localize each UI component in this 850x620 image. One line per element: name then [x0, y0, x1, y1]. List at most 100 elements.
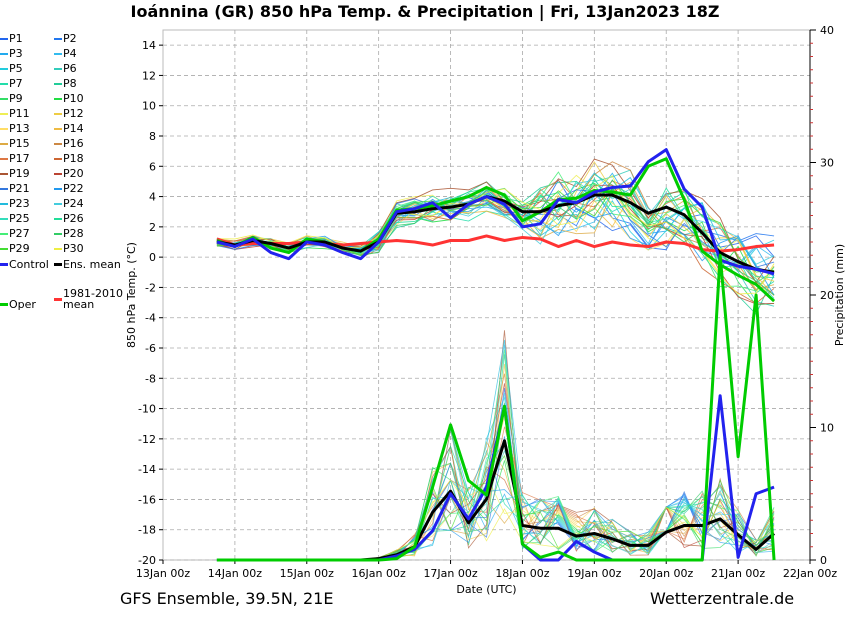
legend-swatch — [0, 142, 8, 145]
legend-item: P11 — [0, 108, 30, 119]
legend-swatch — [0, 67, 8, 70]
x-tick-label: 18Jan 00z — [495, 567, 549, 580]
legend-swatch — [54, 157, 62, 160]
legend-label: P11 — [9, 107, 30, 120]
y-tick-label: 14 — [142, 39, 156, 52]
precip-line-oper — [216, 253, 776, 562]
legend-swatch — [54, 202, 62, 205]
legend-label: P14 — [63, 122, 84, 135]
legend-swatch — [54, 37, 62, 40]
legend-label: P10 — [63, 92, 84, 105]
legend-swatch — [0, 37, 8, 40]
legend-label: P18 — [63, 152, 84, 165]
legend-swatch — [0, 127, 8, 130]
legend-label: P7 — [9, 77, 23, 90]
legend-item: P1 — [0, 33, 23, 44]
y-right-tick-label: 20 — [820, 289, 834, 302]
legend-item: P24 — [54, 198, 84, 209]
legend-item: P22 — [54, 183, 84, 194]
legend-label: P1 — [9, 32, 23, 45]
legend-item: P8 — [54, 78, 77, 89]
legend-item: P7 — [0, 78, 23, 89]
y-tick-label: -2 — [145, 281, 156, 294]
legend-label: Oper — [9, 298, 36, 311]
legend-swatch — [0, 303, 8, 306]
legend-label: P13 — [9, 122, 30, 135]
temp-line-oper — [216, 157, 776, 303]
legend-item: P26 — [54, 213, 84, 224]
legend-label: P8 — [63, 77, 77, 90]
legend-item: 1981-2010 mean — [54, 288, 133, 310]
legend-label: P5 — [9, 62, 23, 75]
y-right-axis-label: Precipitation (mm) — [833, 244, 846, 346]
x-tick-label: 21Jan 00z — [711, 567, 765, 580]
y-tick-label: -10 — [138, 403, 156, 416]
legend-label: P26 — [63, 212, 84, 225]
y-right-tick-label: 0 — [820, 554, 827, 567]
y-tick-label: 0 — [149, 251, 156, 264]
y-tick-label: 4 — [149, 191, 156, 204]
y-tick-label: -12 — [138, 433, 156, 446]
legend-item: P10 — [54, 93, 84, 104]
legend-label: P28 — [63, 227, 84, 240]
legend-swatch — [54, 263, 62, 266]
legend-item: P21 — [0, 183, 30, 194]
legend-label: P24 — [63, 197, 84, 210]
y-tick-label: -16 — [138, 493, 156, 506]
legend-item: P6 — [54, 63, 77, 74]
y-axis-label: 850 hPa Temp. (°C) — [125, 242, 138, 348]
legend-item: Control — [0, 259, 49, 270]
legend-item: P16 — [54, 138, 84, 149]
legend-swatch — [0, 247, 8, 250]
y-tick-label: -8 — [145, 372, 156, 385]
x-tick-label: 13Jan 00z — [136, 567, 190, 580]
legend-item: Oper — [0, 299, 36, 310]
legend-item: P9 — [0, 93, 23, 104]
y-tick-label: -18 — [138, 524, 156, 537]
legend-swatch — [0, 217, 8, 220]
legend-item: P3 — [0, 48, 23, 59]
y-tick-label: -4 — [145, 312, 156, 325]
y-tick-label: 12 — [142, 69, 156, 82]
y-tick-label: 10 — [142, 100, 156, 113]
y-tick-label: 6 — [149, 160, 156, 173]
legend-item: P18 — [54, 153, 84, 164]
legend-swatch — [0, 187, 8, 190]
legend-item: P13 — [0, 123, 30, 134]
legend-label: P22 — [63, 182, 84, 195]
x-tick-label: 19Jan 00z — [567, 567, 621, 580]
legend-item: P12 — [54, 108, 84, 119]
y-tick-label: 8 — [149, 130, 156, 143]
legend-swatch — [54, 52, 62, 55]
y-tick-label: -14 — [138, 463, 156, 476]
x-tick-label: 16Jan 00z — [352, 567, 406, 580]
legend-item: P25 — [0, 213, 30, 224]
x-tick-label: 14Jan 00z — [208, 567, 262, 580]
footer-model-info: GFS Ensemble, 39.5N, 21E — [120, 589, 334, 608]
legend-swatch — [54, 187, 62, 190]
legend-label: P3 — [9, 47, 23, 60]
legend-swatch — [0, 97, 8, 100]
legend-swatch — [0, 263, 8, 266]
legend-swatch — [0, 52, 8, 55]
legend-label: P17 — [9, 152, 30, 165]
legend-item: P19 — [0, 168, 30, 179]
chart-title: Ioánnina (GR) 850 hPa Temp. & Precipitat… — [130, 2, 720, 21]
legend-label: P27 — [9, 227, 30, 240]
legend-swatch — [54, 127, 62, 130]
legend-swatch — [54, 247, 62, 250]
legend-swatch — [54, 67, 62, 70]
legend-item: P17 — [0, 153, 30, 164]
legend-label: P12 — [63, 107, 84, 120]
legend-swatch — [0, 82, 8, 85]
legend-swatch — [54, 297, 62, 301]
x-tick-label: 20Jan 00z — [639, 567, 693, 580]
legend-label: P9 — [9, 92, 23, 105]
legend-swatch — [0, 157, 8, 160]
y-right-tick-label: 40 — [820, 24, 834, 37]
legend-item: P15 — [0, 138, 30, 149]
y-tick-label: -20 — [138, 554, 156, 567]
temp-line-control — [216, 148, 775, 276]
legend-item: P20 — [54, 168, 84, 179]
